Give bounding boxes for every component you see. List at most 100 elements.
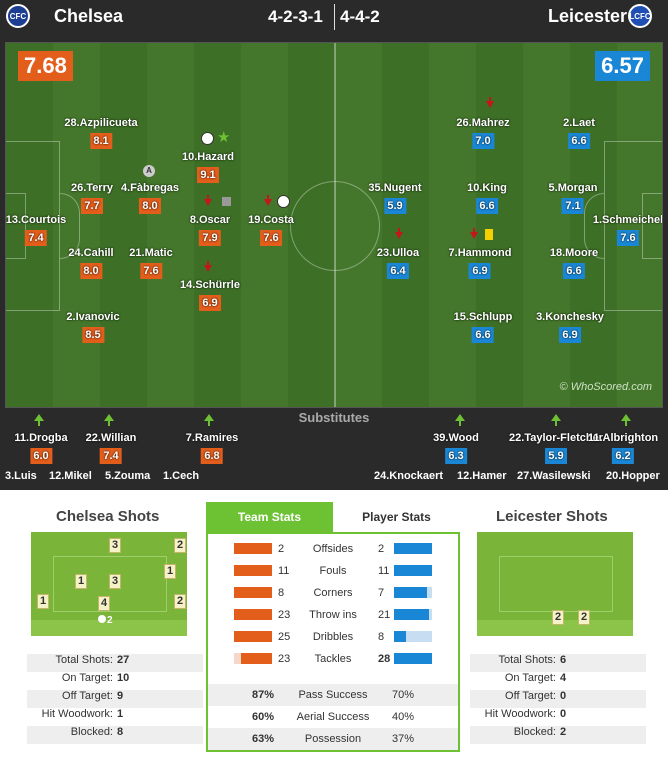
player-azpilicueta[interactable]: 28.Azpilicueta 8.1 <box>64 117 138 149</box>
away-stat-value: 28 <box>378 653 391 665</box>
away-formation: 4-4-2 <box>340 7 380 26</box>
player-terry[interactable]: 26.Terry 7.7 <box>71 182 113 214</box>
bench-player-zouma[interactable]: 5.Zouma <box>105 470 151 482</box>
player-rating: 6.8 <box>201 448 223 464</box>
match-stats-panel: Chelsea Shots 3 2 1 1 3 1 4 2 2 Total Sh… <box>0 490 668 767</box>
sub-on-arrow-icon <box>621 414 631 426</box>
sub-player-willian[interactable]: 22.Willian 7.4 <box>85 432 137 464</box>
man-of-the-match-star-icon: ★ <box>217 129 231 146</box>
home-team-name[interactable]: Chelsea <box>54 6 124 26</box>
stat-label: Throw ins <box>309 609 357 621</box>
player-courtois[interactable]: 13.Courtois 7.4 <box>5 214 67 246</box>
player-rating: 7.6 <box>259 230 282 246</box>
sub-player-wood[interactable]: 39.Wood 6.3 <box>433 432 479 464</box>
player-rating: 6.2 <box>612 448 634 464</box>
bench-player-cech[interactable]: 1.Cech <box>163 470 200 482</box>
home-shots-title: Chelsea Shots <box>56 508 160 525</box>
player-rating: 6.9 <box>559 327 581 343</box>
formation-divider <box>334 4 335 30</box>
player-hazard[interactable]: 10.Hazard 9.1 <box>182 151 234 183</box>
player-rating: 9.1 <box>196 167 219 183</box>
home-shots-row: Blocked: 8 <box>27 726 203 744</box>
player-schlupp[interactable]: 15.Schlupp 6.6 <box>453 311 513 343</box>
player-laet[interactable]: 2.Laet 6.6 <box>563 117 595 149</box>
home-stat-bar-fill <box>234 609 272 620</box>
away-shots-row: On Target: 4 <box>504 672 567 684</box>
sub-player-ramires[interactable]: 7.Ramires 6.8 <box>185 432 239 464</box>
home-stat-bar-fill <box>234 631 272 642</box>
stats-tabs: Team Stats Player Stats <box>206 502 460 532</box>
player-oscar[interactable]: 8.Oscar 7.9 <box>189 214 231 246</box>
team-stat-row: 2 Offsides 2 <box>208 538 458 560</box>
player-king[interactable]: 10.King 6.6 <box>467 182 507 214</box>
away-stat-bar <box>394 653 432 664</box>
away-shots-row: Off Target: 0 <box>470 690 646 708</box>
player-rating: 7.0 <box>471 133 494 149</box>
player-ivanovic[interactable]: 2.Ivanovic 8.5 <box>66 311 120 343</box>
player-matic[interactable]: 21.Matic 7.6 <box>129 247 173 279</box>
player-moore[interactable]: 18.Moore 6.6 <box>549 247 599 279</box>
tab-player-stats[interactable]: Player Stats <box>362 510 431 524</box>
player-ulloa[interactable]: 23.Ulloa 6.4 <box>376 247 420 279</box>
away-six-yard-box <box>642 193 662 259</box>
player-schmeichel[interactable]: 1.Schmeichel 7.6 <box>592 214 663 246</box>
shot-zone-count: 2 <box>578 610 591 625</box>
bench-player-hopper[interactable]: 20.Hopper <box>606 470 660 482</box>
goal-ball-icon <box>201 132 214 145</box>
sub-player-taylor-fletcher[interactable]: 22.Taylor-Fletcher 5.9 <box>509 432 603 464</box>
home-stat-value: 23 <box>278 653 291 665</box>
player-morgan[interactable]: 5.Morgan 7.1 <box>548 182 598 214</box>
player-konchesky[interactable]: 3.Konchesky 6.9 <box>536 311 604 343</box>
bench-player-hamer[interactable]: 12.Hamer <box>457 470 507 482</box>
substitutes-panel: Substitutes 11.Drogba 6.0 22.Willian 7.4 7… <box>0 408 668 490</box>
watermark: © WhoScored.com <box>559 381 652 393</box>
home-stat-bar <box>234 609 272 620</box>
team-stat-row: 8 Corners 7 <box>208 582 458 604</box>
shot-zone-count: 1 <box>164 564 177 579</box>
player-fabregas[interactable]: 4.Fàbregas 8.0 <box>120 182 180 214</box>
away-team-name[interactable]: Leicester <box>548 6 628 26</box>
home-stat-bar <box>234 631 272 642</box>
player-costa[interactable]: 19.Costa 7.6 <box>248 214 294 246</box>
player-schurrle[interactable]: 14.Schürrle 6.9 <box>180 279 240 311</box>
bench-player-knockaert[interactable]: 24.Knockaert <box>374 470 444 482</box>
player-nugent[interactable]: 35.Nugent 5.9 <box>368 182 422 214</box>
sub-off-arrow-icon <box>204 261 212 272</box>
stat-label: Corners <box>313 587 353 599</box>
away-stat-bar <box>394 587 432 598</box>
away-stat-bar-fill <box>394 631 406 642</box>
player-mahrez[interactable]: 26.Mahrez 7.0 <box>456 117 510 149</box>
shot-zone-count: 2 <box>174 538 187 553</box>
away-stat-bar-fill <box>394 565 432 576</box>
sub-off-arrow-icon <box>486 97 494 108</box>
away-penalty-box <box>604 141 662 311</box>
shot-map-box <box>53 556 167 612</box>
player-rating: 8.5 <box>81 327 104 343</box>
goal-ball-icon <box>277 195 290 208</box>
percent-stat-row: 60% Aerial Success 40% <box>252 711 415 723</box>
away-stat-bar-fill <box>394 609 429 620</box>
player-rating: 7.6 <box>616 230 639 246</box>
home-shots-row: Total Shots: 27 <box>27 654 203 672</box>
team-stat-row: 23 Tackles 28 <box>208 648 458 670</box>
sub-on-arrow-icon <box>104 414 114 426</box>
away-shots-row: Blocked: 2 <box>470 726 646 744</box>
player-hammond[interactable]: 7.Hammond 6.9 <box>448 247 512 279</box>
bench-player-mikel[interactable]: 12.Mikel <box>49 470 92 482</box>
tab-team-stats[interactable]: Team Stats <box>206 502 333 532</box>
goal-ball-icon: 2 <box>98 615 113 626</box>
home-shot-map: 3 2 1 1 3 1 4 2 2 <box>31 532 187 636</box>
bench-player-wasilewski[interactable]: 27.Wasilewski <box>517 470 591 482</box>
player-cahill[interactable]: 24.Cahill 8.0 <box>68 247 114 279</box>
percent-stat-row: 63% Possession 37% <box>208 728 458 750</box>
home-shots-row: Hit Woodwork: 1 <box>41 708 124 720</box>
bench-player-luis[interactable]: 3.Luis <box>5 470 37 482</box>
away-stat-value: 11 <box>378 565 390 577</box>
shot-zone-count: 1 <box>75 574 88 589</box>
sub-player-albrighton[interactable]: 11.Albrighton 6.2 <box>587 432 659 464</box>
sub-player-drogba[interactable]: 11.Drogba 6.0 <box>14 432 68 464</box>
shot-zone-count: 2 <box>174 594 187 609</box>
home-stat-value: 11 <box>278 565 290 577</box>
centre-circle <box>290 181 380 271</box>
pitch-stripe <box>429 43 476 407</box>
